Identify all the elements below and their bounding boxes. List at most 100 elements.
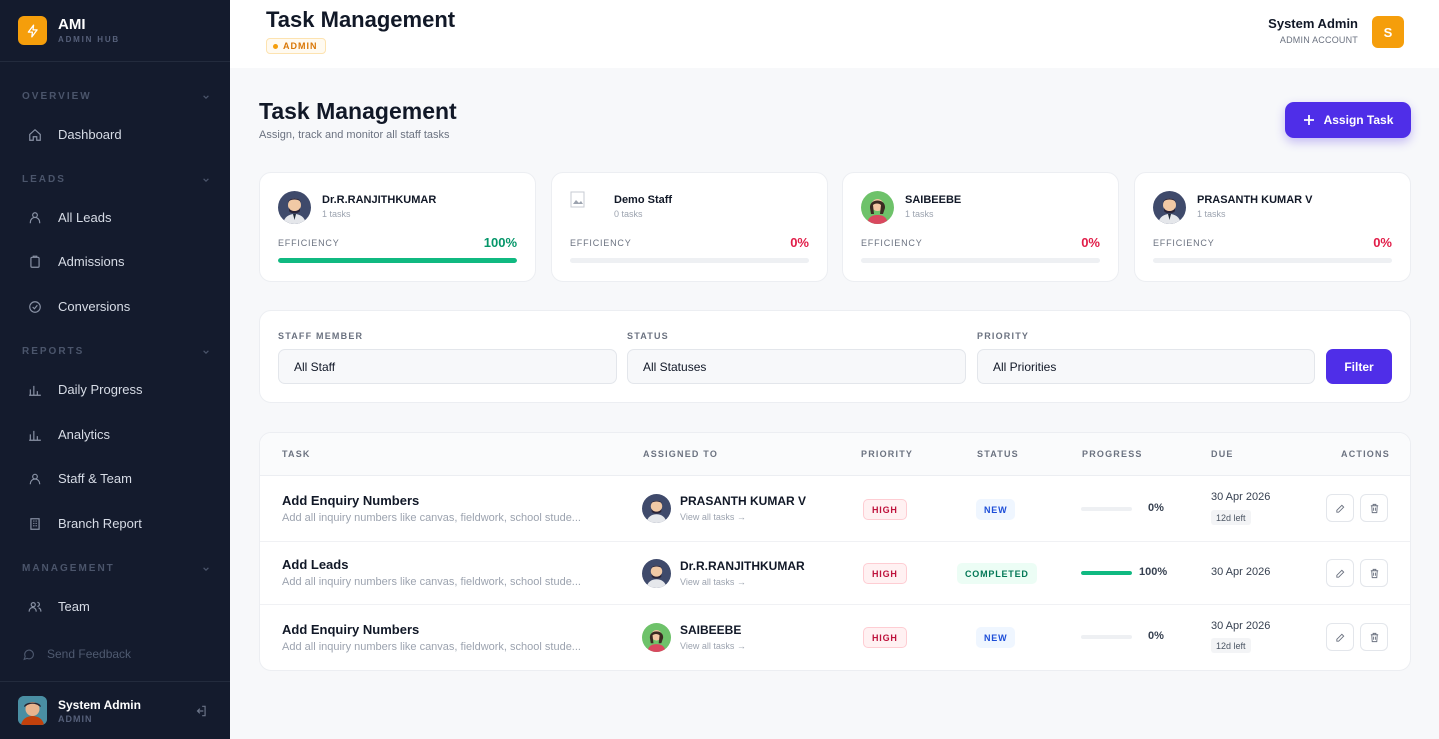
staff-card[interactable]: SAIBEEBE 1 tasks EFFICIENCY 0%	[842, 172, 1119, 282]
section-reports[interactable]: REPORTS	[22, 346, 210, 357]
progress-value: 100%	[1139, 566, 1168, 578]
priority-select[interactable]: All Priorities	[977, 349, 1315, 384]
chevron-down-icon	[203, 94, 209, 99]
status-filter-label: STATUS	[627, 331, 669, 341]
dot-icon	[273, 43, 278, 49]
sidebar-item-label: Daily Progress	[58, 382, 143, 397]
priority-badge: HIGH	[863, 563, 907, 584]
delete-button[interactable]	[1360, 623, 1388, 651]
efficiency-label: EFFICIENCY	[1153, 238, 1215, 248]
efficiency-value: 100%	[483, 235, 517, 250]
assign-task-button[interactable]: Assign Task	[1285, 102, 1411, 138]
delete-button[interactable]	[1360, 559, 1388, 587]
sidebar-item-admissions[interactable]: Admissions	[28, 254, 124, 269]
sidebar-item-branch-report[interactable]: Branch Report	[28, 516, 142, 531]
sidebar-item-label: Branch Report	[58, 516, 142, 531]
edit-button[interactable]	[1326, 494, 1354, 522]
edit-button[interactable]	[1326, 623, 1354, 651]
pencil-icon	[1335, 569, 1344, 578]
topbar-user-role: ADMIN ACCOUNT	[1279, 35, 1358, 45]
staff-card[interactable]: Dr.R.RANJITHKUMAR 1 tasks EFFICIENCY 100…	[259, 172, 536, 282]
efficiency-bar	[278, 258, 517, 263]
sidebar-item-analytics[interactable]: Analytics	[28, 427, 110, 442]
assignee-name: PRASANTH KUMAR V	[680, 494, 806, 508]
staff-name: Dr.R.RANJITHKUMAR	[322, 194, 437, 206]
home-icon	[29, 128, 41, 141]
sidebar-user-role: ADMIN	[58, 713, 93, 724]
efficiency-value: 0%	[1373, 235, 1392, 250]
filter-button[interactable]: Filter	[1326, 349, 1392, 384]
sidebar-item-staff-team[interactable]: Staff & Team	[28, 471, 132, 486]
table-row[interactable]: Add Leads Add all inquiry numbers like c…	[260, 542, 1410, 605]
task-description: Add all inquiry numbers like canvas, fie…	[282, 576, 581, 588]
section-leads[interactable]: LEADS	[22, 174, 210, 185]
priority-badge: HIGH	[863, 499, 907, 520]
sidebar: AMI ADMIN HUB OVERVIEW Dashboard LEADS A…	[0, 0, 230, 739]
section-label: LEADS	[22, 174, 66, 185]
progress-bar	[1081, 571, 1132, 575]
sidebar-item-conversions[interactable]: Conversions	[28, 299, 130, 314]
avatar[interactable]: S	[1372, 16, 1404, 48]
clipboard-icon	[30, 255, 40, 268]
assign-task-label: Assign Task	[1323, 113, 1394, 127]
view-all-tasks-link[interactable]: View all tasks →	[680, 577, 746, 587]
avatar	[1153, 191, 1186, 224]
delete-button[interactable]	[1360, 494, 1388, 522]
column-header-actions: ACTIONS	[1341, 449, 1390, 459]
due-remaining-badge: 12d left	[1211, 638, 1251, 653]
section-label: OVERVIEW	[22, 91, 92, 102]
send-feedback-link[interactable]: Send Feedback	[22, 647, 131, 661]
status-select[interactable]: All Statuses	[627, 349, 966, 384]
section-overview[interactable]: OVERVIEW	[22, 91, 210, 102]
column-header-progress: PROGRESS	[1082, 449, 1143, 459]
staff-task-count: 1 tasks	[905, 209, 934, 219]
progress-bar	[1081, 507, 1132, 511]
table-row[interactable]: Add Enquiry Numbers Add all inquiry numb…	[260, 476, 1410, 542]
staff-name: PRASANTH KUMAR V	[1197, 194, 1313, 206]
progress-bar-fill	[1081, 571, 1132, 575]
chevron-down-icon	[203, 177, 209, 182]
avatar	[642, 623, 671, 652]
column-header-status: STATUS	[977, 449, 1019, 459]
staff-task-count: 1 tasks	[322, 209, 351, 219]
bolt-icon	[18, 16, 47, 45]
role-badge-label: ADMIN	[283, 41, 318, 51]
brand-name: AMI	[58, 16, 86, 33]
assignee-name: Dr.R.RANJITHKUMAR	[680, 559, 805, 573]
task-description: Add all inquiry numbers like canvas, fie…	[282, 512, 581, 524]
sidebar-item-all-leads[interactable]: All Leads	[28, 210, 111, 225]
view-all-tasks-link[interactable]: View all tasks →	[680, 512, 746, 522]
task-title: Add Enquiry Numbers	[282, 493, 420, 508]
avatar	[278, 191, 311, 224]
efficiency-label: EFFICIENCY	[861, 238, 923, 248]
table-row[interactable]: Add Enquiry Numbers Add all inquiry numb…	[260, 605, 1410, 670]
sidebar-item-label: Conversions	[58, 299, 131, 314]
sidebar-item-team[interactable]: Team	[28, 599, 90, 614]
task-title: Add Enquiry Numbers	[282, 622, 420, 637]
efficiency-label: EFFICIENCY	[570, 238, 632, 248]
column-header-priority: PRIORITY	[861, 449, 914, 459]
staff-card[interactable]: PRASANTH KUMAR V 1 tasks EFFICIENCY 0%	[1134, 172, 1411, 282]
efficiency-value: 0%	[1081, 235, 1100, 250]
section-management[interactable]: MANAGEMENT	[22, 563, 210, 574]
sidebar-item-label: Admissions	[58, 254, 125, 269]
staff-select[interactable]: All Staff	[278, 349, 617, 384]
avatar	[861, 191, 894, 224]
sidebar-item-dashboard[interactable]: Dashboard	[28, 127, 122, 142]
tasks-table: TASK ASSIGNED TO PRIORITY STATUS PROGRES…	[259, 432, 1411, 671]
due-remaining-badge: 12d left	[1211, 510, 1251, 525]
topbar: Task Management ADMIN System Admin ADMIN…	[230, 0, 1439, 68]
sidebar-item-daily-progress[interactable]: Daily Progress	[28, 382, 143, 397]
plus-icon	[1303, 115, 1314, 125]
staff-filter-label: STAFF MEMBER	[278, 331, 364, 341]
efficiency-bar	[570, 258, 809, 263]
staff-card[interactable]: Demo Staff 0 tasks EFFICIENCY 0%	[551, 172, 828, 282]
logout-icon[interactable]	[194, 704, 208, 718]
table-header: TASK ASSIGNED TO PRIORITY STATUS PROGRES…	[260, 433, 1410, 476]
filter-panel: STAFF MEMBER All Staff STATUS All Status…	[259, 310, 1411, 403]
trash-icon	[1370, 503, 1378, 513]
progress-value: 0%	[1148, 630, 1164, 642]
sidebar-item-label: Team	[58, 599, 90, 614]
edit-button[interactable]	[1326, 559, 1354, 587]
view-all-tasks-link[interactable]: View all tasks →	[680, 641, 746, 651]
